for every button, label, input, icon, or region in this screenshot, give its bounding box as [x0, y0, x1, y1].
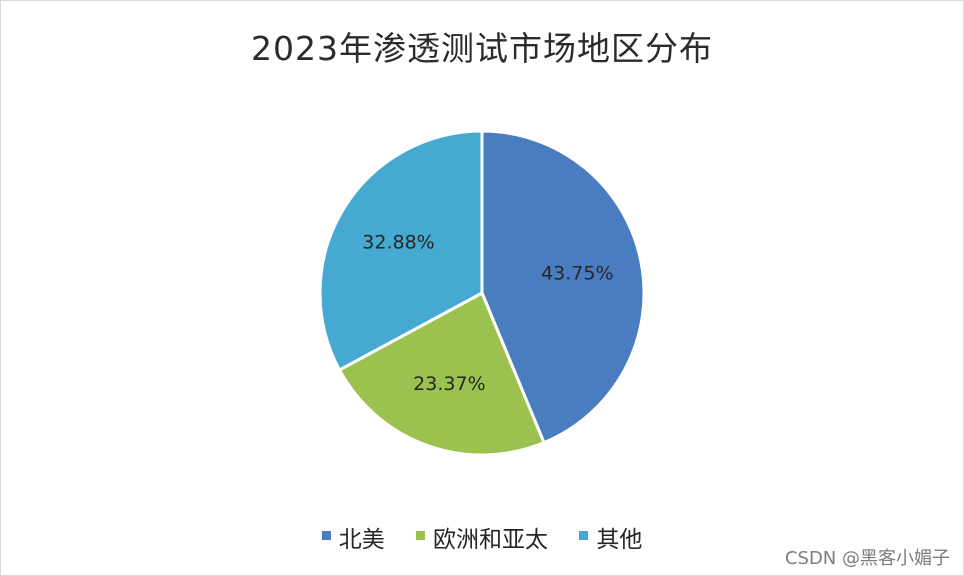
- legend-label-north-america: 北美: [338, 527, 385, 553]
- legend-swatch-other: [579, 530, 589, 540]
- legend-item-north-america: 北美: [321, 520, 385, 554]
- legend-swatch-north-america: [321, 530, 331, 540]
- data-label-europe-asia-pacific: 23.37%: [413, 373, 485, 395]
- slice-north-america: [480, 129, 646, 445]
- legend-swatch-europe-asia-pacific: [416, 530, 425, 540]
- legend-label-other: 其他: [596, 527, 643, 553]
- watermark: CSDN @黑客小媚子: [784, 548, 950, 569]
- legend-item-europe-asia-pacific: 欧洲和亚太: [416, 520, 548, 554]
- legend-label-europe-asia-pacific: 欧洲和亚太: [433, 527, 548, 553]
- data-label-other: 32.88%: [362, 232, 434, 254]
- slice-other: [318, 129, 484, 372]
- legend-item-other: 其他: [579, 520, 642, 554]
- data-label-north-america: 43.75%: [541, 263, 613, 285]
- chart-title: 2023年渗透测试市场地区分布: [251, 29, 713, 68]
- slice-europe-asia-pacific: [337, 291, 546, 457]
- chart-legend: 北美 欧洲和亚太 其他: [0, 520, 964, 554]
